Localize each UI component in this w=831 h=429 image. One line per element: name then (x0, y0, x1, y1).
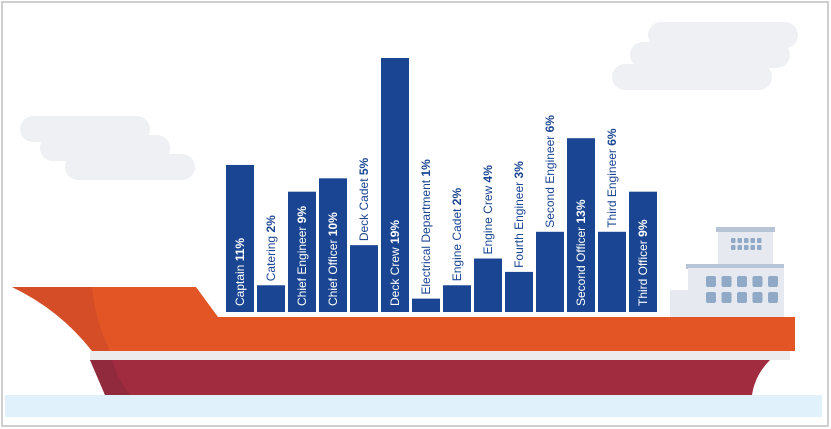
window-icon (731, 245, 736, 250)
bar-label: Electrical Department 1% (419, 159, 433, 295)
bar-label: Second Officer 13% (574, 199, 588, 306)
bar-label: Chief Officer 10% (326, 212, 340, 306)
category-label: Fourth Engineer (512, 179, 526, 268)
bar-deck-cadet (350, 245, 378, 312)
bar-label: Deck Cadet 5% (357, 157, 371, 241)
value-label: 6% (543, 115, 557, 133)
window-icon (750, 245, 755, 250)
bar-third-engineer (598, 231, 626, 312)
window-icon (752, 276, 763, 287)
bar-label: Engine Crew 4% (481, 165, 495, 255)
category-label: Captain (233, 261, 247, 306)
category-label: Engine Crew (481, 182, 495, 254)
bar-chief-officer (319, 178, 347, 312)
bar-engine-cadet (443, 285, 471, 312)
window-icon (737, 292, 747, 303)
bar-label: Chief Engineer 9% (295, 206, 309, 306)
value-label: 6% (605, 128, 619, 146)
category-label: Engine Cadet (450, 205, 464, 281)
bar-label: Fourth Engineer 3% (512, 161, 526, 268)
bar-third-officer (629, 191, 657, 312)
value-label: 11% (233, 238, 247, 262)
category-label: Electrical Department (419, 177, 433, 295)
category-label: Deck Crew (388, 244, 402, 306)
ship-hull (12, 287, 795, 395)
category-label: Second Officer (574, 224, 588, 307)
value-label: 13% (574, 199, 588, 223)
bar-chief-engineer (288, 191, 316, 312)
window-icon (757, 238, 762, 243)
bars: Captain 11% Catering 2% Chief Engineer 9%C… (226, 58, 657, 312)
window-icon (750, 238, 755, 243)
value-label: 1% (419, 159, 433, 177)
category-label: Catering (264, 233, 278, 282)
bar-electrical-department (412, 298, 440, 312)
value-label: 5% (357, 157, 371, 175)
category-label: Chief Engineer (295, 223, 309, 306)
ship-cabin (670, 227, 784, 318)
bar-label: Third Officer 9% (636, 219, 650, 306)
window-icon (706, 276, 716, 287)
window-icon (744, 238, 749, 243)
bar-label: Third Engineer 6% (605, 128, 619, 228)
category-label: Second Engineer (543, 132, 557, 227)
bar-catering (257, 285, 285, 312)
bar-label: Catering 2% (264, 215, 278, 281)
category-label: Third Engineer (605, 146, 619, 228)
window-icon (757, 245, 762, 250)
bar-captain (226, 164, 254, 312)
window-icon (721, 276, 732, 287)
value-label: 9% (636, 219, 650, 237)
category-label: Third Officer (636, 237, 650, 306)
window-icon (768, 276, 778, 287)
value-label: 2% (450, 188, 464, 206)
value-label: 2% (264, 215, 278, 233)
window-icon (721, 292, 732, 303)
bar-label: Deck Crew 19% (388, 220, 402, 306)
cloud-left (20, 116, 195, 180)
bar-engine-crew (474, 258, 502, 312)
window-icon (737, 238, 742, 243)
bar-fourth-engineer (505, 271, 533, 312)
category-label: Chief Officer (326, 236, 340, 306)
value-label: 4% (481, 165, 495, 183)
bar-deck-crew (381, 58, 409, 312)
cloud-right (612, 22, 798, 90)
bar-label: Engine Cadet 2% (450, 188, 464, 282)
window-icon (737, 245, 742, 250)
value-label: 10% (326, 212, 340, 236)
bar-second-engineer (536, 231, 564, 312)
window-icon (737, 276, 747, 287)
bar-second-officer (567, 138, 595, 312)
water (5, 395, 822, 417)
window-icon (752, 292, 763, 303)
value-label: 19% (388, 220, 402, 244)
value-label: 3% (512, 161, 526, 179)
value-label: 9% (295, 206, 309, 224)
window-icon (768, 292, 778, 303)
window-icon (731, 238, 736, 243)
bar-label: Captain 11% (233, 238, 247, 306)
window-icon (744, 245, 749, 250)
window-icon (706, 292, 716, 303)
category-label: Deck Cadet (357, 175, 371, 241)
bar-label: Second Engineer 6% (543, 115, 557, 228)
